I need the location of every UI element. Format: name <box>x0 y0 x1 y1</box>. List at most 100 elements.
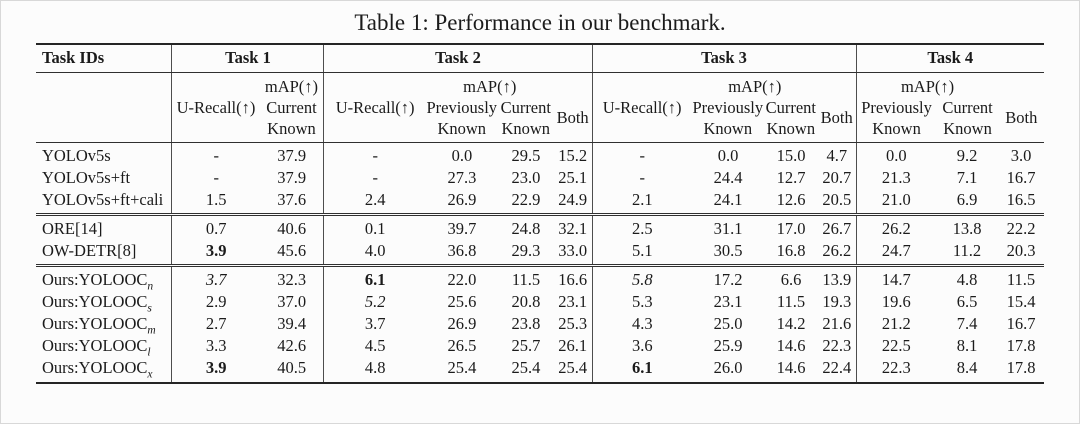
subheader-task2: U-Recall(↑) mAP(↑) Previously Known Curr… <box>323 72 592 143</box>
data-cell: 20.5 <box>822 190 852 209</box>
task4-map-subcols: Previously Known Current Known <box>857 97 999 139</box>
task1-current-known-label: Current Known <box>259 97 323 139</box>
data-cell: 26.5 <box>447 336 477 355</box>
task2-u-recall-label: U-Recall(↑) <box>335 98 415 117</box>
task4-map-label: mAP(↑) <box>900 77 955 96</box>
section-baselines: YOLOv5s -37.9 -0.0 29.5 15.2 -0.0 15.0 4.7 0… <box>36 142 1044 215</box>
data-cell: 45.6 <box>277 241 307 260</box>
data-cell: 21.0 <box>855 189 937 215</box>
data-cell: 5.1 <box>591 240 692 266</box>
row-label-base: Ours:YOLOOC <box>41 336 148 355</box>
row-label: Ours:YOLOOCs <box>36 291 172 315</box>
data-cell: 19.6 <box>855 291 937 313</box>
data-cell: 11.5 <box>497 264 554 291</box>
task4-map-block: mAP(↑) Previously Known Current Known <box>857 76 999 139</box>
data-cell: 13.8 <box>936 213 999 240</box>
table-row: ORE[14] 0.7 40.6 0.1 39.7 24.8 32.1 2.5 31.1 1… <box>35 213 1045 240</box>
data-cell: 26.7 <box>818 213 857 240</box>
data-cell: 37.0 <box>277 292 307 311</box>
data-cell: 4.7 <box>826 146 848 165</box>
task3-current-known-label: Current Known <box>764 97 818 139</box>
known-label: Known <box>872 119 921 138</box>
row-label-base: Ours:YOLOOC <box>41 314 148 333</box>
data-cell: 29.3 <box>511 241 541 260</box>
data-cell: 25.0 <box>713 314 743 333</box>
col-header-task4: Task 4 <box>855 44 1045 73</box>
data-cell: 4.3 <box>591 313 692 335</box>
row-label-base: Ours:YOLOOC <box>41 270 148 289</box>
data-cell: 37.6 <box>277 190 307 209</box>
data-cell: 25.4 <box>558 358 588 377</box>
table-row: OW-DETR[8] 3.9 45.6 4.0 36.8 29.3 33.0 5.1 30… <box>36 240 1044 266</box>
previously-label: Previously <box>861 98 932 117</box>
known-label: Known <box>267 119 316 138</box>
row-label-base: Ours:YOLOOC <box>41 292 148 311</box>
task3-map-subcols: Previously Known Current Known <box>692 97 818 139</box>
data-cell: 0.0 <box>717 146 739 165</box>
data-cell: 21.2 <box>855 313 937 335</box>
data-cell: 4.8 <box>323 357 426 383</box>
data-cell: 1.5 <box>171 189 260 215</box>
data-cell: 16.8 <box>776 241 806 260</box>
row-label-subscript: s <box>147 302 152 315</box>
data-cell: 26.9 <box>447 314 477 333</box>
data-cell: 20.7 <box>822 168 852 187</box>
known-label: Known <box>501 119 551 138</box>
row-label-subscript: n <box>147 280 154 293</box>
table-row: YOLOv5s+ft+cali 1.5 37.6 2.4 26.9 22.9 24.9 … <box>36 189 1044 215</box>
row-label: ORE[14] <box>35 213 172 240</box>
table-caption: Table 1: Performance in our benchmark. <box>354 10 726 35</box>
table-row: YOLOv5s -37.9 -0.0 29.5 15.2 -0.0 15.0 4.7 0… <box>36 142 1044 167</box>
data-cell: 3.7 <box>323 313 426 335</box>
data-cell: 24.8 <box>497 213 554 240</box>
table-row: Ours:YOLOOCm 2.7 39.4 3.7 26.9 23.8 25.3 4.3… <box>36 313 1044 337</box>
task3-map-block: mAP(↑) Previously Known Current Known <box>692 76 818 139</box>
table-row: YOLOv5s+ft -37.9 -27.3 23.0 25.1 -24.4 12.7… <box>36 167 1044 189</box>
data-cell: 3.7 <box>171 264 260 291</box>
known-label: Known <box>703 119 753 138</box>
known-label: Known <box>766 119 816 138</box>
data-cell: 22.0 <box>425 264 498 291</box>
data-cell: 3.3 <box>171 335 260 357</box>
task2-map-subcols: Previously Known Current Known <box>426 97 554 139</box>
data-cell: 3.9 <box>171 240 260 266</box>
data-cell: 21.3 <box>855 167 937 189</box>
data-cell: 24.7 <box>855 240 937 266</box>
data-cell: 9.2 <box>956 146 978 165</box>
data-cell: 11.2 <box>952 241 982 260</box>
data-cell: - <box>323 167 426 189</box>
data-cell: 37.9 <box>277 146 307 165</box>
data-cell: 25.3 <box>558 314 588 333</box>
task2-previously-known-label: Previously Known <box>426 97 498 139</box>
data-cell: 25.6 <box>447 292 477 311</box>
data-cell: 25.1 <box>558 168 588 187</box>
data-cell: 40.6 <box>259 213 324 240</box>
data-cell: 2.7 <box>171 313 260 335</box>
data-cell: 0.1 <box>323 213 426 240</box>
data-cell: 6.1 <box>591 357 692 383</box>
task1-map-subcols: Current Known <box>259 97 323 139</box>
data-cell: 6.1 <box>323 264 426 291</box>
data-cell: 20.3 <box>1006 241 1036 260</box>
data-cell: 30.5 <box>713 241 743 260</box>
row-label-subscript: m <box>147 324 156 337</box>
row-label: Ours:YOLOOCl <box>36 335 172 358</box>
data-cell: 22.3 <box>822 336 852 355</box>
data-cell: 17.8 <box>1006 358 1036 377</box>
table-row: Ours:YOLOOCl 3.3 42.6 4.5 26.5 25.7 26.1 3.6… <box>36 335 1044 358</box>
data-cell: 23.0 <box>511 168 541 187</box>
group-title-row: Task IDs Task 1 Task 2 Task 3 Task 4 <box>35 44 1045 73</box>
data-cell: 23.1 <box>713 292 743 311</box>
row-label: YOLOv5s <box>41 146 111 165</box>
task4-both-label: Both <box>1005 108 1038 127</box>
task3-u-recall-label: U-Recall(↑) <box>602 98 682 117</box>
data-cell: 39.4 <box>277 314 307 333</box>
data-cell: 16.5 <box>1006 190 1036 209</box>
task3-both-label: Both <box>820 108 853 127</box>
data-cell: 22.4 <box>822 358 852 377</box>
data-cell: 12.6 <box>776 190 806 209</box>
data-cell: 25.9 <box>713 336 743 355</box>
data-cell: 11.5 <box>998 264 1045 291</box>
task4-previously-known-label: Previously Known <box>857 97 937 139</box>
